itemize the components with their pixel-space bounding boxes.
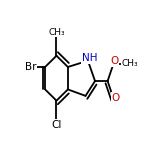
Text: O: O xyxy=(112,93,120,103)
Text: CH₃: CH₃ xyxy=(48,28,65,37)
Text: NH: NH xyxy=(81,53,97,63)
Text: Cl: Cl xyxy=(51,120,62,130)
Text: O: O xyxy=(110,56,118,66)
Text: CH₃: CH₃ xyxy=(121,59,138,68)
Text: Br: Br xyxy=(25,62,36,72)
